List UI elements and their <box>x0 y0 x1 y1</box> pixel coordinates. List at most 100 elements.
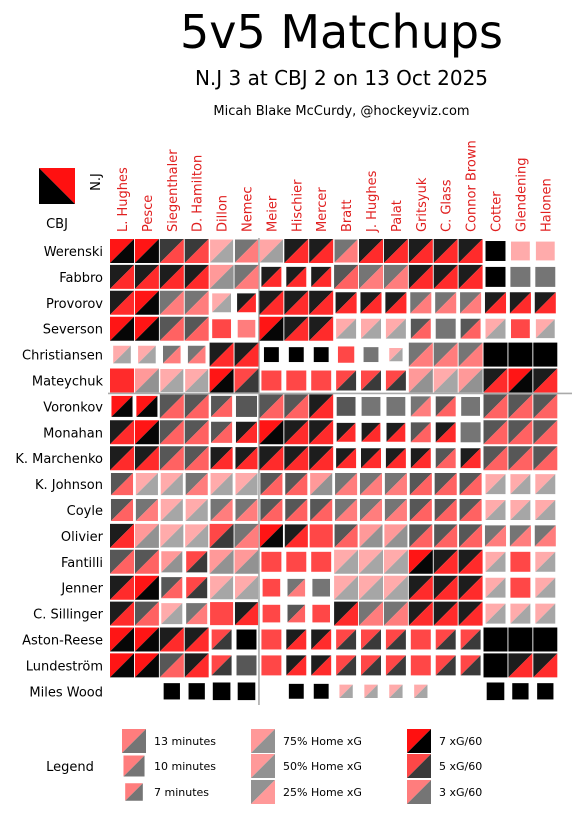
cell-0-7-lower <box>284 239 309 263</box>
cell-5-15-lower <box>483 368 508 393</box>
cell-14-17-lower <box>535 603 556 624</box>
cell-8-0-lower <box>110 446 134 471</box>
cell-7-16-lower <box>508 420 533 445</box>
cell-16-14-lower <box>460 655 481 676</box>
cell-5-16-lower <box>508 368 533 393</box>
cell-12-6-home <box>261 551 282 572</box>
cell-10-5-lower <box>235 498 258 522</box>
cell-8-5-lower <box>235 447 258 470</box>
cell-4-2-lower <box>162 345 181 364</box>
cell-5-12-lower <box>408 368 433 393</box>
cell-2-17-upper <box>534 292 556 314</box>
cell-11-14-upper <box>459 524 483 548</box>
cell-6-12-lower <box>410 396 431 417</box>
cell-11-15-upper <box>484 525 507 547</box>
cell-1-16-away <box>510 266 531 287</box>
cell-6-5-away <box>235 395 258 417</box>
cell-9-13-lower <box>434 473 457 496</box>
cell-12-4-lower <box>209 549 234 574</box>
cell-11-9-lower <box>334 524 358 548</box>
legend-xg-label: 7 xG/60 <box>439 735 482 748</box>
cell-7-7-lower <box>284 420 309 445</box>
cell-9-11-lower <box>384 473 407 496</box>
cell-5-17-lower <box>533 368 558 393</box>
row-label: Aston-Reese <box>22 634 103 649</box>
cell-10-1-upper <box>135 498 158 522</box>
column-label: Hischier <box>290 179 305 232</box>
cell-4-13-lower <box>433 342 458 367</box>
cell-7-4-upper <box>211 421 233 443</box>
cell-4-3-upper <box>187 345 206 364</box>
cell-8-15-lower <box>483 446 508 471</box>
column-label: Gritsyuk <box>415 177 430 232</box>
cell-8-14-lower <box>460 448 481 469</box>
cell-6-9-away <box>336 396 356 416</box>
cell-12-17-lower <box>535 551 556 572</box>
cell-3-11-lower <box>385 318 406 339</box>
column-label: Cotter <box>490 191 505 232</box>
cell-16-16-upper <box>508 653 533 678</box>
cell-9-1-lower <box>135 473 158 496</box>
cell-0-12-lower <box>408 239 433 263</box>
cell-11-3-upper <box>185 524 209 548</box>
column-label: J. Hughes <box>365 170 380 233</box>
cell-2-15-lower <box>484 292 507 314</box>
cell-7-10-lower <box>361 422 381 442</box>
cell-3-5-home <box>237 319 256 338</box>
cell-1-14-lower <box>458 264 483 289</box>
cell-5-9-upper <box>336 370 357 391</box>
cell-16-13-lower <box>435 655 456 676</box>
cell-3-15-lower <box>485 318 506 339</box>
cell-5-5-lower <box>234 368 259 393</box>
cell-8-8-lower <box>309 446 334 471</box>
cell-1-0-lower <box>110 264 134 289</box>
cell-3-0-lower <box>110 316 134 341</box>
cell-15-14-upper <box>460 629 481 650</box>
cell-5-2-upper <box>160 368 184 393</box>
cell-10-4-lower <box>210 498 233 522</box>
chart-title: 5v5 Matchups <box>179 5 504 59</box>
cell-3-2-lower <box>159 316 184 341</box>
cell-7-12-lower <box>410 422 431 443</box>
cell-14-9-lower <box>334 601 359 626</box>
cell-0-13-lower <box>433 239 458 263</box>
cell-7-15-lower <box>483 420 508 445</box>
row-label: Voronkov <box>43 400 103 415</box>
cell-7-3-lower <box>184 420 209 445</box>
cell-5-3-lower <box>185 368 209 393</box>
cell-6-0-upper <box>111 395 133 417</box>
cell-6-11-away <box>386 396 406 416</box>
cell-9-14-lower <box>459 473 482 496</box>
cell-5-10-lower <box>361 370 381 391</box>
cell-16-4-upper <box>211 655 232 676</box>
cell-17-2-away <box>163 683 180 700</box>
column-label: Glendening <box>514 157 529 232</box>
cell-15-13-upper <box>435 629 456 650</box>
cell-16-7-lower <box>286 655 307 676</box>
cell-13-3-upper <box>186 577 208 599</box>
cell-1-15-away <box>485 266 506 287</box>
cell-9-6-lower <box>260 473 283 496</box>
legend-share-label: 25% Home xG <box>283 786 362 799</box>
legend-minutes-label: 7 minutes <box>154 786 209 799</box>
cell-15-16-away <box>508 627 533 652</box>
cell-16-6-home <box>261 655 282 676</box>
column-label: Bratt <box>340 200 355 232</box>
cell-16-4-lower <box>211 655 232 676</box>
cell-14-14-lower <box>458 601 483 626</box>
cell-13-8-away <box>312 578 331 597</box>
cell-1-4-lower <box>209 264 234 289</box>
legend-minutes-glyph-1-upper <box>123 755 145 777</box>
legend-minutes-label: 13 minutes <box>154 735 216 748</box>
cell-2-2-lower <box>159 290 184 315</box>
cell-11-12-upper <box>409 524 433 548</box>
cell-13-2-lower <box>161 577 183 599</box>
cell-4-16-away <box>508 342 533 367</box>
cell-15-10-lower <box>361 629 381 650</box>
cell-15-13-lower <box>435 629 456 650</box>
cell-4-2-upper <box>162 345 181 364</box>
cell-11-5-lower <box>234 523 259 548</box>
cell-17-5-away <box>237 682 256 701</box>
cell-5-8-home <box>311 370 332 391</box>
cell-1-3-lower <box>184 264 209 289</box>
